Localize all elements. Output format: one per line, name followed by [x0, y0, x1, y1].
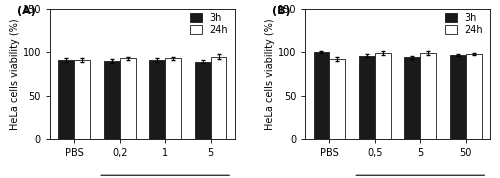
- Bar: [104, 61, 120, 139]
- Bar: [120, 58, 136, 139]
- Bar: [466, 54, 481, 139]
- Bar: [150, 60, 165, 139]
- Bar: [420, 53, 436, 139]
- Y-axis label: HeLa cells viability (%): HeLa cells viability (%): [10, 18, 20, 130]
- Bar: [210, 57, 226, 139]
- Bar: [330, 59, 345, 139]
- Bar: [194, 62, 210, 139]
- Legend: 3h, 24h: 3h, 24h: [443, 11, 485, 37]
- Bar: [314, 52, 330, 139]
- Bar: [450, 55, 466, 139]
- Bar: [74, 60, 90, 139]
- Text: (A): (A): [16, 6, 36, 16]
- Text: (B): (B): [272, 6, 290, 16]
- Bar: [375, 53, 390, 139]
- Y-axis label: HeLa cells viability (%): HeLa cells viability (%): [265, 18, 275, 130]
- Bar: [404, 57, 420, 139]
- Bar: [359, 56, 375, 139]
- Legend: 3h, 24h: 3h, 24h: [188, 11, 230, 37]
- Bar: [58, 60, 74, 139]
- Bar: [165, 58, 181, 139]
